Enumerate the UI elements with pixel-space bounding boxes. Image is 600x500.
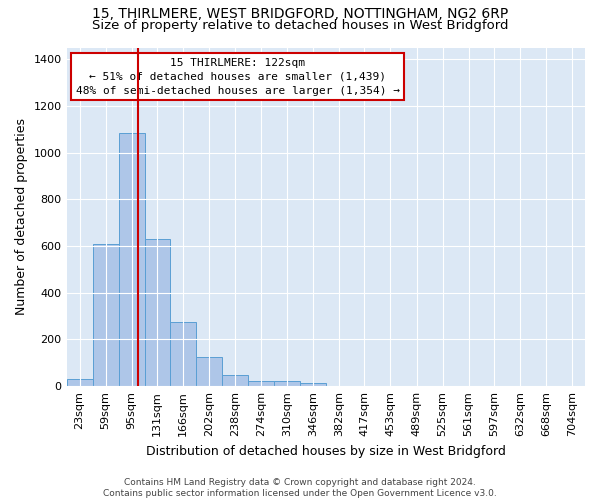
X-axis label: Distribution of detached houses by size in West Bridgford: Distribution of detached houses by size … [146,444,506,458]
Y-axis label: Number of detached properties: Number of detached properties [15,118,28,316]
Bar [222,375,248,386]
Bar [196,357,222,386]
Bar [67,379,92,386]
Bar [119,133,145,386]
Bar [274,381,300,386]
Text: 15, THIRLMERE, WEST BRIDGFORD, NOTTINGHAM, NG2 6RP: 15, THIRLMERE, WEST BRIDGFORD, NOTTINGHA… [92,8,508,22]
Bar [92,244,119,386]
Text: Size of property relative to detached houses in West Bridgford: Size of property relative to detached ho… [92,19,508,32]
Bar [248,381,274,386]
Text: Contains HM Land Registry data © Crown copyright and database right 2024.
Contai: Contains HM Land Registry data © Crown c… [103,478,497,498]
Bar [145,239,170,386]
Bar [170,322,196,386]
Text: 15 THIRLMERE: 122sqm
← 51% of detached houses are smaller (1,439)
48% of semi-de: 15 THIRLMERE: 122sqm ← 51% of detached h… [76,58,400,96]
Bar [300,384,326,386]
